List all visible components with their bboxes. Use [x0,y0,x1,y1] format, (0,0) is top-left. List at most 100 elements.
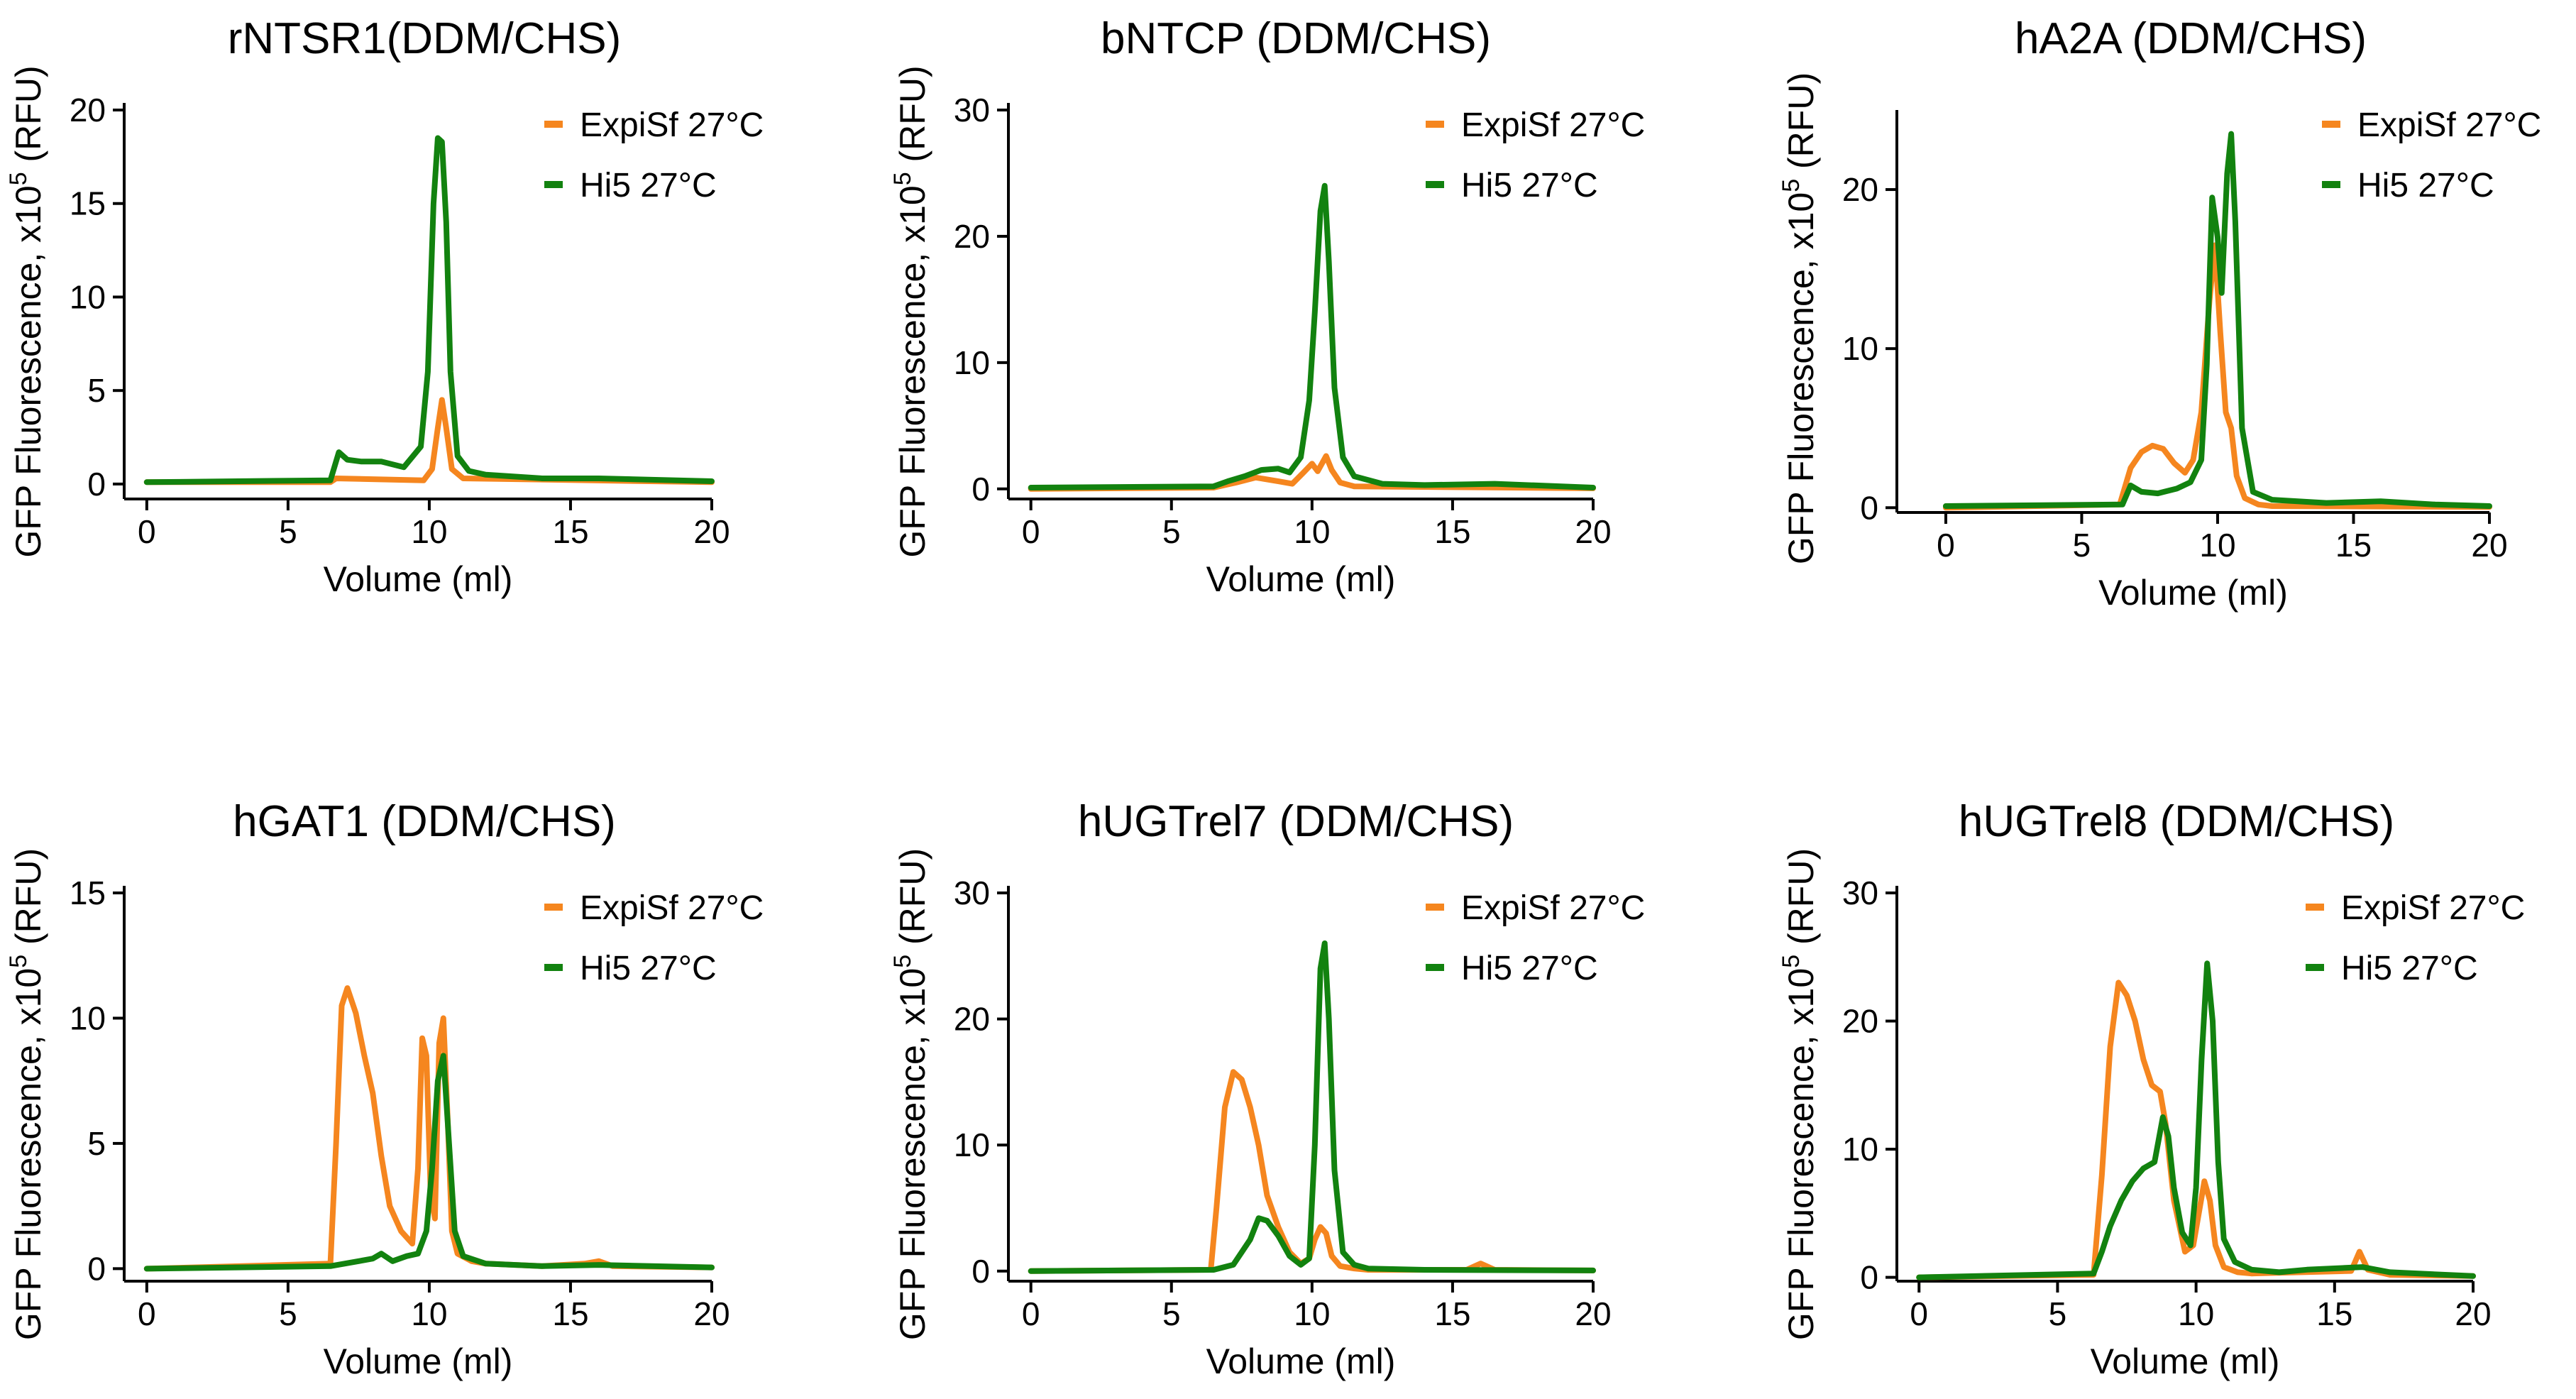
chart-title: hA2A (DDM/CHS) [2015,14,2367,63]
series-line-expisf [143,397,715,485]
chart-title: hUGTrel8 (DDM/CHS) [1959,797,2394,846]
y-tick-label: 0 [1860,489,1878,526]
y-tick-label: 0 [87,466,106,503]
y-axis-label-exponent: 5 [5,172,32,185]
x-tick-label: 0 [1937,527,1955,564]
y-tick-label: 0 [1860,1259,1878,1296]
legend-label-expisf: ExpiSf 27°C [2357,106,2541,144]
y-tick-label: 10 [954,1126,990,1163]
x-tick-label: 10 [1294,513,1330,550]
x-tick-label: 10 [411,1295,447,1332]
legend-label-expisf: ExpiSf 27°C [1461,889,1645,927]
series-line-hi5 [1916,960,2476,1280]
legend-label-hi5: Hi5 27°C [580,950,717,987]
y-tick-label: 20 [1842,171,1878,208]
x-tick-label: 0 [1022,513,1040,550]
x-axis-label: Volume (ml) [2091,1342,2280,1381]
x-tick-label: 0 [138,1295,156,1332]
series-line-expisf [1942,242,2492,511]
chart-panel-5: hUGTrel7 (DDM/CHS) 0 5 10 15 20 0 10 20 30 Volume … [889,797,1645,1381]
x-tick-label: 5 [1162,1295,1181,1332]
chart-title: bNTCP (DDM/CHS) [1101,14,1491,63]
series-line-hi5 [1028,182,1596,490]
series-line-hi5 [143,1053,715,1272]
chart-title: hGAT1 (DDM/CHS) [233,797,616,846]
y-axis-label-exponent: 5 [889,955,916,968]
y-tick-label: 10 [954,344,990,381]
y-tick-label: 20 [70,92,106,128]
x-tick-label: 5 [279,1295,297,1332]
x-tick-label: 20 [2455,1295,2491,1332]
legend-label-hi5: Hi5 27°C [580,167,717,204]
x-tick-label: 15 [1434,513,1470,550]
legend-label-expisf: ExpiSf 27°C [580,889,764,927]
series-line-expisf [1028,453,1596,492]
y-axis-label: GFP Fluorescence, x105 (RFU) [5,65,48,557]
y-tick-label: 20 [954,218,990,255]
x-tick-label: 20 [1575,513,1611,550]
x-tick-label: 15 [2335,527,2372,564]
x-tick-label: 15 [1434,1295,1470,1332]
x-tick-label: 5 [2049,1295,2067,1332]
series-line-hi5 [1028,940,1596,1274]
x-axis-label: Volume (ml) [1206,559,1396,599]
x-tick-label: 10 [2199,527,2235,564]
y-tick-label: 30 [954,874,990,911]
y-axis-label: GFP Fluorescence, x105 (RFU) [1778,848,1821,1340]
x-tick-label: 5 [2073,527,2091,564]
x-tick-label: 15 [2316,1295,2352,1332]
y-axis-label-exponent: 5 [5,955,32,968]
legend-label-expisf: ExpiSf 27°C [2341,889,2525,927]
y-axis-label-exponent: 5 [1778,179,1805,192]
x-tick-label: 20 [693,513,730,550]
y-axis-label-suffix: (RFU) [893,848,932,955]
chart-panel-3: hA2A (DDM/CHS) 0 5 10 15 20 0 10 20 Volume (ml) GF… [1778,14,2541,613]
y-axis-label-exponent: 5 [1778,955,1805,968]
x-tick-label: 10 [2178,1295,2214,1332]
x-tick-label: 0 [1022,1295,1040,1332]
y-axis-label-prefix: GFP Fluorescence, x10 [893,185,932,557]
y-tick-label: 10 [70,278,106,315]
y-axis-label-suffix: (RFU) [1781,848,1821,955]
y-axis-label-prefix: GFP Fluorescence, x10 [1781,192,1821,564]
series-line-hi5 [143,135,715,485]
y-tick-label: 10 [1842,1131,1878,1168]
x-axis-label: Volume (ml) [2098,573,2288,613]
x-axis-label: Volume (ml) [324,1342,513,1381]
x-tick-label: 5 [1162,513,1181,550]
x-tick-label: 0 [138,513,156,550]
y-tick-label: 0 [971,471,990,508]
legend-label-hi5: Hi5 27°C [2357,167,2494,204]
x-tick-label: 10 [411,513,447,550]
y-axis-label: GFP Fluorescence, x105 (RFU) [5,848,48,1340]
y-axis-label: GFP Fluorescence, x105 (RFU) [1778,72,1821,564]
y-tick-label: 20 [954,1001,990,1038]
series-line-expisf [1916,980,2476,1280]
chart-panel-6: hUGTrel8 (DDM/CHS) 0 5 10 15 20 0 10 20 30 Volume … [1778,797,2525,1381]
y-tick-label: 0 [971,1253,990,1290]
x-tick-label: 20 [1575,1295,1611,1332]
legend-label-hi5: Hi5 27°C [2341,950,2478,987]
y-tick-label: 0 [87,1250,106,1287]
y-axis-label-prefix: GFP Fluorescence, x10 [9,185,48,557]
x-tick-label: 20 [2471,527,2507,564]
legend-label-expisf: ExpiSf 27°C [580,106,764,144]
y-tick-label: 15 [70,185,106,222]
x-axis-label: Volume (ml) [1206,1342,1396,1381]
chart-title: hUGTrel7 (DDM/CHS) [1078,797,1514,846]
chart-panel-4: hGAT1 (DDM/CHS) 0 5 10 15 20 0 5 10 15 Volume (ml)… [5,797,764,1381]
x-tick-label: 15 [552,513,588,550]
y-tick-label: 10 [70,999,106,1036]
y-axis-label-prefix: GFP Fluorescence, x10 [893,968,932,1340]
y-axis-label-exponent: 5 [889,172,916,185]
x-tick-label: 20 [693,1295,730,1332]
y-tick-label: 5 [87,372,106,409]
chart-title: rNTSR1(DDM/CHS) [228,14,622,63]
series-line-hi5 [1942,131,2492,509]
y-tick-label: 15 [70,874,106,911]
y-axis-label-prefix: GFP Fluorescence, x10 [1781,968,1821,1340]
x-tick-label: 5 [279,513,297,550]
y-axis-label-suffix: (RFU) [1781,72,1821,179]
x-tick-label: 0 [1910,1295,1928,1332]
